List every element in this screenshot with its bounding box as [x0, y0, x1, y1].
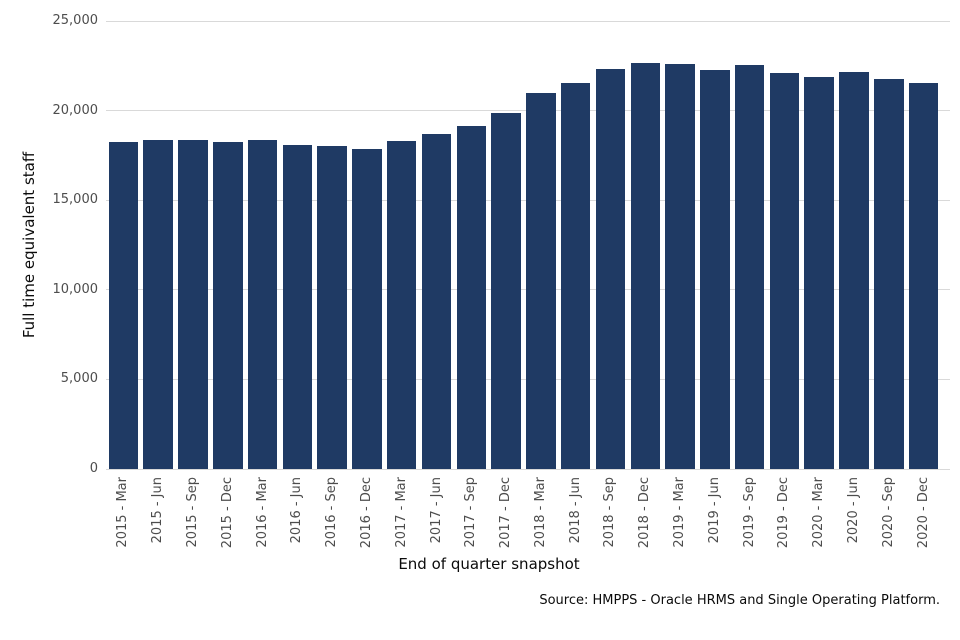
x-tick-label: 2015 - Dec: [219, 477, 235, 549]
source-note: Source: HMPPS - Oracle HRMS and Single O…: [539, 593, 940, 608]
bar: [143, 139, 173, 469]
x-tick-label: 2015 - Sep: [184, 477, 200, 548]
y-tick-label: 25,000: [52, 13, 99, 28]
bar: [456, 126, 487, 469]
bar: [630, 62, 661, 469]
bar: [526, 92, 556, 469]
bar: [491, 112, 521, 469]
bar: [178, 139, 208, 469]
bar: [769, 72, 800, 469]
x-tick-label: 2018 - Sep: [602, 477, 618, 548]
y-tick-label: 15,000: [52, 192, 99, 208]
gridline-0: [106, 468, 950, 470]
x-tick-label: 2020 - Mar: [811, 477, 827, 548]
y-tick-label: 5,000: [60, 371, 98, 387]
x-tick-label: 2016 - Sep: [324, 477, 340, 548]
y-tick-label: 20,000: [52, 102, 99, 118]
x-tick-label: 2017 - Mar: [393, 477, 409, 548]
bar: [839, 71, 869, 469]
x-tick-label: 2018 - Jun: [567, 477, 583, 544]
x-tick-label: 2019 - Jun: [706, 477, 722, 544]
bar: [700, 69, 730, 469]
bar: [247, 140, 278, 469]
bar: [352, 148, 382, 469]
bar: [595, 69, 626, 469]
y-tick-label: 0: [89, 461, 98, 476]
x-tick-label: 2018 - Dec: [637, 477, 653, 549]
y-tick-label: 10,000: [52, 281, 99, 297]
x-tick-label: 2017 - Jun: [428, 477, 444, 544]
bar: [108, 142, 139, 469]
bar: [213, 142, 243, 469]
gridline-25000: [106, 20, 950, 22]
bar: [874, 78, 904, 469]
x-tick-label: 2015 - Mar: [115, 477, 131, 548]
x-tick-label: 2016 - Mar: [254, 477, 270, 548]
x-tick-label: 2018 - Mar: [532, 477, 548, 548]
x-tick-label: 2017 - Dec: [498, 477, 514, 549]
bar: [560, 82, 591, 469]
x-tick-label: 2020 - Jun: [846, 477, 862, 544]
x-tick-label: 2015 - Jun: [150, 477, 166, 544]
x-tick-label: 2016 - Dec: [358, 477, 374, 549]
y-axis-title: Full time equivalent staff: [20, 151, 38, 339]
bar: [282, 145, 313, 469]
bar: [908, 82, 939, 469]
bar: [386, 140, 417, 469]
x-tick-label: 2019 - Mar: [672, 477, 688, 548]
x-tick-label: 2016 - Jun: [289, 477, 305, 544]
x-axis-title: End of quarter snapshot: [398, 555, 580, 573]
bar: [421, 134, 452, 469]
x-tick-label: 2020 - Dec: [915, 477, 931, 549]
bar: [734, 65, 765, 469]
bar: [317, 146, 347, 469]
x-tick-label: 2017 - Sep: [463, 477, 479, 548]
x-tick-label: 2019 - Dec: [776, 477, 792, 549]
x-tick-label: 2019 - Sep: [741, 477, 757, 548]
bar: [804, 76, 834, 469]
bar: [665, 64, 695, 469]
x-tick-label: 2020 - Sep: [880, 477, 896, 548]
